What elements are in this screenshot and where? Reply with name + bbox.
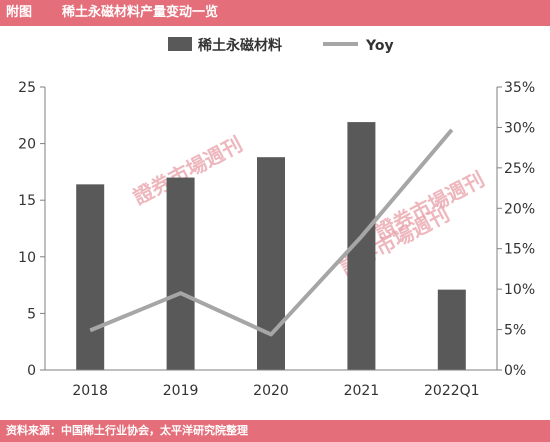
bar bbox=[437, 289, 466, 370]
legend-bar-label: 稀土永磁材料 bbox=[198, 37, 282, 54]
bar bbox=[166, 177, 195, 370]
x-tick-label: 2021 bbox=[344, 383, 380, 399]
right-tick-label: 30% bbox=[504, 120, 535, 136]
chart-header: 附图 稀土永磁材料产量变动一览 bbox=[0, 0, 550, 26]
x-tick-label: 2022Q1 bbox=[424, 383, 480, 399]
left-axis-ticks: 0 5 10 15 20 25 bbox=[18, 80, 45, 379]
right-tick-label: 35% bbox=[504, 80, 535, 96]
x-axis-ticks: 2018 2019 2020 2021 2022Q1 bbox=[72, 383, 479, 399]
right-tick-label: 5% bbox=[504, 323, 526, 339]
left-tick-label: 25 bbox=[18, 80, 36, 96]
line-series bbox=[89, 128, 454, 337]
right-tick-label: 20% bbox=[504, 201, 535, 217]
left-tick-label: 5 bbox=[27, 306, 36, 322]
right-tick-label: 15% bbox=[504, 242, 535, 258]
left-tick-label: 10 bbox=[18, 250, 36, 266]
bar bbox=[257, 157, 285, 370]
legend-line-label: Yoy bbox=[365, 38, 394, 54]
bar bbox=[76, 184, 105, 370]
source-footer: 资料来源：中国稀土行业协会，太平洋研究院整理 bbox=[0, 420, 550, 442]
x-tick-label: 2020 bbox=[253, 383, 289, 399]
figure-label: 附图 bbox=[6, 5, 33, 20]
legend-bar-swatch bbox=[168, 37, 192, 51]
left-tick-label: 15 bbox=[18, 193, 36, 209]
chart-title: 稀土永磁材料产量变动一览 bbox=[62, 5, 219, 20]
left-tick-label: 0 bbox=[27, 363, 36, 379]
right-axis-ticks: 0% 5% 10% 15% 20% 25% 30% 35% bbox=[497, 80, 535, 379]
right-tick-label: 25% bbox=[504, 161, 535, 177]
legend: 稀土永磁材料 Yoy bbox=[168, 37, 394, 54]
axes bbox=[44, 87, 498, 371]
x-tick-label: 2018 bbox=[72, 383, 108, 399]
right-tick-label: 0% bbox=[504, 363, 526, 379]
yoy-line bbox=[89, 128, 454, 337]
right-tick-label: 10% bbox=[504, 282, 535, 298]
left-tick-label: 20 bbox=[18, 137, 36, 153]
x-tick-label: 2019 bbox=[163, 383, 199, 399]
source-text: 资料来源：中国稀土行业协会，太平洋研究院整理 bbox=[6, 424, 248, 437]
